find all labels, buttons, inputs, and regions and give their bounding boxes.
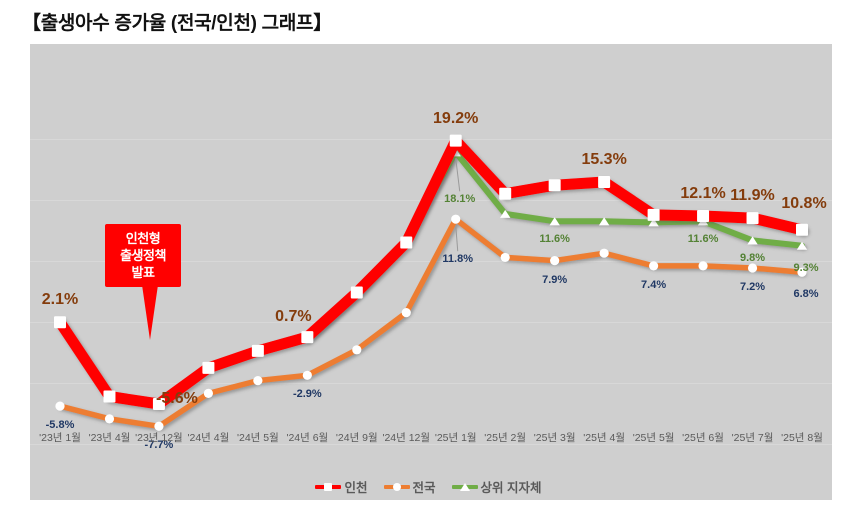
x-axis-label: '25년 8월 <box>781 432 823 444</box>
policy-callout: 인천형 출생정책 발표 <box>105 224 181 287</box>
x-axis-label: '25년 3월 <box>533 432 576 444</box>
legend-item-upper[interactable]: 상위 지자체 <box>451 477 542 496</box>
callout-line-2: 출생정책 <box>120 248 166 263</box>
legend-swatch-circle-icon <box>383 482 410 492</box>
gridline <box>30 444 832 445</box>
x-axis-label: '23년 1월 <box>39 432 81 444</box>
legend-swatch-square-icon <box>315 482 342 492</box>
x-axis-label: '25년 4월 <box>583 432 625 444</box>
legend-label-upper: 상위 지자체 <box>480 481 542 495</box>
legend-label-nation: 전국 <box>412 481 436 495</box>
x-axis-label: '24년 4월 <box>187 432 230 444</box>
gridline <box>30 383 832 384</box>
x-axis-label: '25년 5월 <box>632 432 675 444</box>
x-axis-label: '23년 4월 <box>88 432 131 444</box>
x-axis-label: '25년 2월 <box>484 432 527 444</box>
series-upper-line <box>302 148 808 344</box>
callout-pointer-icon <box>141 278 159 340</box>
x-axis-label: '24년 9월 <box>335 432 378 444</box>
x-axis-label: '24년 5월 <box>236 432 279 444</box>
series-nation-line <box>55 214 807 431</box>
x-axis-label: '24년 12월 <box>382 432 431 444</box>
series-incheon-line <box>54 134 808 410</box>
legend-swatch-triangle-icon <box>451 482 478 492</box>
legend-item-incheon[interactable]: 인천 <box>315 477 368 496</box>
legend-label-incheon: 인천 <box>344 481 368 495</box>
x-axis-label: '25년 6월 <box>682 432 724 444</box>
callout-line-1: 인천형 <box>125 231 161 246</box>
x-axis-label: '24년 6월 <box>286 432 329 444</box>
x-axis-label: '23년 12월 <box>135 432 183 444</box>
callout-line-3: 발표 <box>131 265 155 280</box>
x-axis-label: '25년 7월 <box>731 432 774 444</box>
gridline <box>30 139 832 140</box>
legend-item-nation[interactable]: 전국 <box>383 477 436 496</box>
label-leader-lines <box>455 158 461 252</box>
page-title: 【출생아수 증가율 (전국/인천) 그래프】 <box>22 13 332 34</box>
gridline <box>30 322 832 323</box>
chart-legend: 인천 전국 상위 지자체 <box>0 477 857 496</box>
x-axis-label: '25년 1월 <box>434 432 477 444</box>
